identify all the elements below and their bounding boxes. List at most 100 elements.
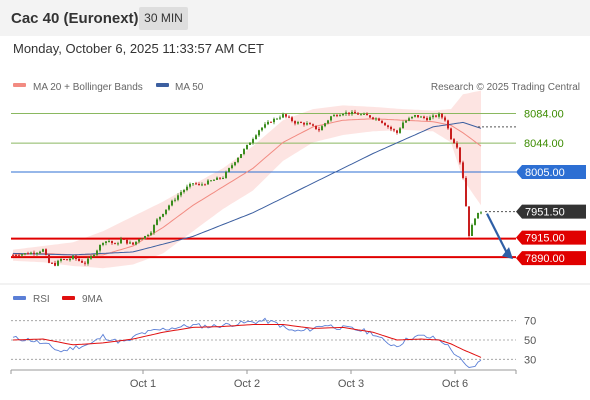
candle-body	[78, 258, 80, 261]
projection-arrow-head	[502, 247, 513, 260]
candle-body	[261, 127, 263, 131]
candle-body	[333, 115, 335, 117]
candle-body	[429, 117, 431, 121]
candle-body	[462, 162, 464, 178]
level-7890-00-tag	[516, 251, 586, 266]
candle-body	[345, 112, 347, 115]
candle-body	[315, 125, 317, 130]
candle-body	[66, 259, 68, 261]
candle-body	[180, 192, 182, 196]
candle-body	[69, 258, 71, 261]
candle-body	[186, 186, 188, 191]
candle-body	[273, 118, 275, 123]
candle-body	[288, 116, 290, 118]
candle-body	[228, 168, 230, 172]
candle-body	[126, 239, 128, 244]
candle-body	[375, 118, 377, 120]
candle-body	[114, 243, 116, 245]
candle-body	[144, 236, 146, 239]
candle-body	[471, 224, 473, 236]
candle-body	[369, 115, 371, 118]
rsi-tick-70: 70	[524, 316, 536, 328]
candle-body	[27, 253, 29, 255]
candle-body	[336, 115, 338, 117]
candle-body	[255, 135, 257, 140]
candle-body	[102, 243, 104, 245]
candle-body	[354, 111, 356, 114]
candle-body	[435, 115, 437, 117]
timeframe-badge[interactable]: 30 MIN	[139, 7, 188, 30]
candle-body	[339, 115, 341, 117]
candle-body	[201, 184, 203, 186]
candle-body	[441, 113, 443, 118]
candle-body	[459, 147, 461, 163]
candle-body	[207, 180, 209, 185]
candle-body	[264, 124, 266, 128]
candle-body	[405, 120, 407, 123]
candle-body	[198, 184, 200, 186]
rsi-ma-legend-label: 9MA	[82, 294, 103, 305]
candle-body	[90, 256, 92, 259]
candle-body	[447, 120, 449, 129]
x-tick-label: Oct 6	[442, 378, 468, 390]
candle-body	[123, 238, 125, 240]
candle-body	[276, 118, 278, 120]
candle-body	[42, 249, 44, 252]
candle-body	[240, 154, 242, 158]
candle-body	[45, 249, 47, 255]
candle-body	[330, 116, 332, 121]
candle-body	[402, 122, 404, 129]
candle-body	[321, 126, 323, 131]
candle-body	[282, 114, 284, 118]
candle-body	[117, 243, 119, 245]
candle-body	[213, 179, 215, 181]
candle-body	[270, 121, 272, 123]
candle-body	[159, 216, 161, 220]
candle-body	[348, 112, 350, 115]
candle-body	[33, 252, 35, 254]
candle-body	[24, 253, 26, 255]
rsi-line	[12, 317, 482, 368]
candle-body	[12, 254, 14, 256]
ma20-legend-label: MA 20 + Bollinger Bands	[33, 82, 143, 93]
candle-body	[309, 123, 311, 125]
candle-body	[303, 122, 305, 125]
candle-body	[234, 162, 236, 166]
chart-header: Cac 40 (Euronext) 30 MIN	[0, 0, 590, 36]
candle-body	[39, 251, 41, 254]
candle-body	[246, 144, 248, 150]
candle-body	[96, 250, 98, 255]
candle-body	[195, 183, 197, 185]
candle-body	[351, 111, 353, 115]
candle-body	[243, 149, 245, 155]
candle-body	[165, 209, 167, 214]
candle-body	[279, 117, 281, 119]
x-tick-label: Oct 2	[234, 378, 260, 390]
candle-body	[15, 254, 17, 256]
candle-body	[357, 113, 359, 115]
candle-body	[153, 224, 155, 233]
ma50-legend-swatch	[156, 83, 169, 87]
candle-body	[81, 260, 83, 263]
level-7890-00-label: 7890.00	[525, 253, 565, 265]
candle-body	[219, 177, 221, 179]
candle-body	[231, 165, 233, 169]
ma20-legend-swatch	[13, 83, 26, 87]
x-tick-label: Oct 1	[130, 378, 156, 390]
candle-body	[108, 240, 110, 242]
candle-body	[216, 177, 218, 180]
candle-body	[480, 212, 482, 214]
level-7951-50-label: 7951.50	[525, 207, 565, 219]
level-7915-00-tag	[516, 230, 586, 245]
candle-body	[420, 116, 422, 118]
rsi-legend-swatch	[13, 296, 26, 300]
candle-body	[72, 255, 74, 259]
candle-body	[51, 262, 53, 264]
rsi-tick-30: 30	[524, 354, 536, 366]
candle-body	[36, 253, 38, 255]
candle-body	[147, 234, 149, 237]
candle-body	[306, 123, 308, 125]
candle-body	[99, 244, 101, 251]
credit-label: Research © 2025 Trading Central	[431, 82, 580, 93]
candle-body	[135, 241, 137, 245]
